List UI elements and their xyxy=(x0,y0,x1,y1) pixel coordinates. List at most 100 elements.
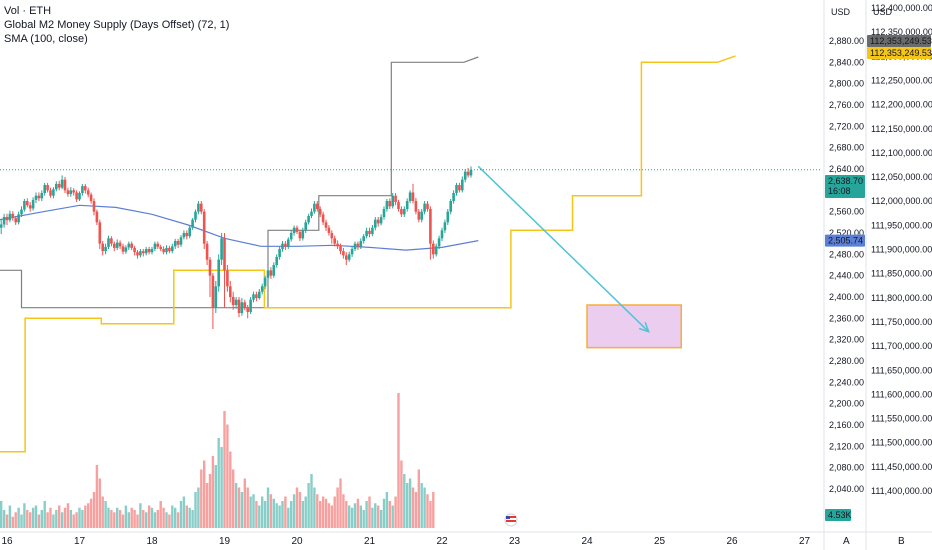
candle-body xyxy=(408,192,412,201)
volume-bar xyxy=(414,492,418,528)
candle xyxy=(461,176,464,193)
candle xyxy=(426,201,429,212)
volume-bar xyxy=(89,498,93,528)
candle xyxy=(330,230,334,244)
candle xyxy=(356,241,360,251)
m2-yellow-line xyxy=(0,55,736,453)
candle-body xyxy=(443,222,447,231)
candle-body xyxy=(313,203,316,212)
volume-bar xyxy=(46,512,49,528)
right-tick-label: 112,100,000.00 xyxy=(871,148,932,158)
candle-body xyxy=(394,195,397,203)
candle-body xyxy=(255,294,258,299)
candle-body xyxy=(142,251,145,254)
candle xyxy=(333,235,336,247)
candle xyxy=(168,245,171,254)
candle-body xyxy=(434,246,438,255)
candle xyxy=(139,249,142,258)
m2-gray-badge-bg xyxy=(867,35,931,47)
volume-bar xyxy=(408,478,412,528)
candle-body xyxy=(139,251,142,256)
candle-body xyxy=(263,277,267,287)
right-tick-label: 112,000,000.00 xyxy=(871,196,932,206)
volume-bar xyxy=(116,507,119,528)
candle-body xyxy=(43,185,46,193)
candle-body xyxy=(31,199,35,209)
candle-body xyxy=(304,222,307,231)
drawings[interactable] xyxy=(477,165,682,349)
candle-body xyxy=(107,238,110,247)
candle-body xyxy=(388,201,392,207)
candle-body xyxy=(66,190,70,195)
legend-m2[interactable]: Global M2 Money Supply (Days Offset) (72… xyxy=(4,19,230,31)
candle-body xyxy=(316,203,319,209)
candle xyxy=(403,206,406,217)
volume-bar xyxy=(261,496,264,528)
volume-bar xyxy=(211,456,215,528)
m2-gray-badge-text: 112,353,249.53 xyxy=(870,36,932,46)
volume-bar xyxy=(359,505,362,528)
candle xyxy=(165,245,168,255)
candle xyxy=(226,265,229,292)
volume-bar xyxy=(55,510,58,528)
right-currency-label: USD xyxy=(873,7,893,17)
candle-body xyxy=(243,302,247,308)
legend-volume[interactable]: Vol · ETH xyxy=(4,5,52,17)
volume-bar xyxy=(397,393,400,528)
candle-body xyxy=(365,230,368,237)
volume-bar xyxy=(136,514,139,528)
volume-bar xyxy=(272,498,275,528)
candle-body xyxy=(121,246,125,252)
candle-body xyxy=(144,249,148,254)
volume-bar xyxy=(246,487,249,528)
candle-body xyxy=(440,230,444,239)
candle xyxy=(57,180,61,191)
legend-sma[interactable]: SMA (100, close) xyxy=(4,33,88,45)
candle-body xyxy=(455,185,458,193)
volume-bar xyxy=(263,501,267,528)
candle-body xyxy=(272,265,276,276)
volume-bar xyxy=(37,514,41,528)
volume-bar xyxy=(5,514,9,528)
candle xyxy=(63,177,67,193)
left-tick-label: 2,840.00 xyxy=(829,57,864,67)
candle-body xyxy=(69,190,73,195)
candle xyxy=(388,198,392,209)
projection-arrow xyxy=(477,165,650,333)
volume-bar xyxy=(243,478,246,528)
price-axes[interactable]: USD USD 2,880.00 2,840.00 2,800.00 2,760.00 2,… xyxy=(829,3,932,496)
candle xyxy=(246,305,249,319)
volume-bar xyxy=(356,498,360,528)
volume-bar xyxy=(432,492,435,528)
candle-body xyxy=(391,195,394,207)
volume-bar xyxy=(75,512,78,528)
candle xyxy=(2,213,6,228)
candle-body xyxy=(281,243,284,249)
candle-body xyxy=(353,243,357,249)
right-tick-label: 112,200,000.00 xyxy=(871,100,932,110)
time-tick-label: 27 xyxy=(799,536,811,547)
candle xyxy=(5,213,9,225)
volume-bar xyxy=(107,507,110,528)
candle-body xyxy=(371,227,374,235)
time-axis[interactable]: 16 17 18 19 20 21 22 23 24 25 26 27 A B xyxy=(1,536,905,547)
time-tick-label: 21 xyxy=(364,536,376,547)
volume-bar xyxy=(159,501,162,528)
candle xyxy=(214,281,218,313)
candle xyxy=(231,291,235,310)
time-tick-label: 22 xyxy=(436,536,448,547)
candle xyxy=(81,183,84,196)
right-tick-label: 111,650,000.00 xyxy=(871,365,932,375)
candle xyxy=(408,190,412,204)
volume-bar xyxy=(295,487,299,528)
candle-body xyxy=(289,233,293,240)
volume-bar xyxy=(98,478,101,528)
candle xyxy=(191,218,194,230)
candle-body xyxy=(63,179,67,191)
candle xyxy=(420,209,423,223)
candle-body xyxy=(150,249,154,253)
candle-body xyxy=(127,243,131,248)
volume-bar xyxy=(40,510,43,528)
candle-body xyxy=(101,243,104,252)
